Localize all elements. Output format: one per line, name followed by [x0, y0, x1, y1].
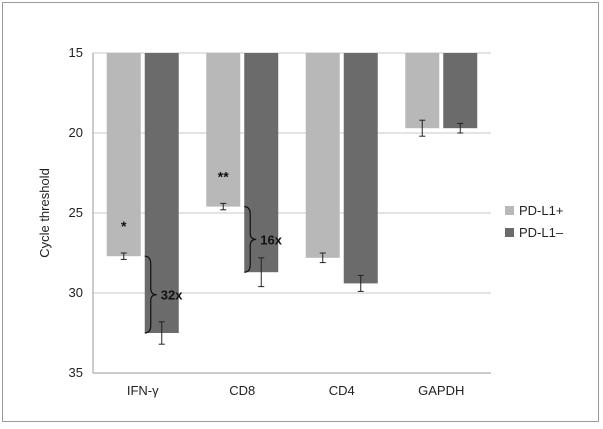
chart-frame: 15 20 25 30 35 Cycle threshold IFN-γ CD8 CD4 GA…	[2, 2, 599, 422]
x-axis: IFN-γ CD8 CD4 GAPDH	[93, 372, 491, 398]
bar-0-0	[106, 53, 141, 257]
brace	[244, 206, 257, 273]
legend: PD-L1+ PD-L1–	[505, 203, 564, 240]
y-tick-label: 15	[69, 45, 83, 60]
x-tick-label: CD8	[229, 383, 255, 398]
x-tick-label: GAPDH	[418, 383, 464, 398]
fold-change-label: 16x	[260, 232, 282, 247]
y-axis: 15 20 25 30 35	[69, 45, 94, 380]
y-tick-label: 30	[69, 285, 83, 300]
y-tick-label: 25	[69, 205, 83, 220]
y-tick-label: 20	[69, 125, 83, 140]
x-tick-label: IFN-γ	[127, 383, 159, 398]
brace	[144, 255, 157, 334]
significance-marker: *	[121, 218, 127, 234]
legend-label-0: PD-L1+	[519, 203, 563, 218]
annotations: * 32x ** 16x	[121, 168, 283, 334]
legend-label-1: PD-L1–	[519, 225, 564, 240]
y-axis-label: Cycle threshold	[37, 168, 52, 258]
bar-0-2	[305, 53, 340, 258]
bar-chart: 15 20 25 30 35 Cycle threshold IFN-γ CD8 CD4 GA…	[37, 45, 564, 398]
bar-0-3	[405, 53, 440, 129]
legend-swatch-1	[505, 228, 514, 237]
bar-1-3	[443, 53, 478, 129]
bars	[106, 53, 478, 345]
significance-marker: **	[218, 168, 229, 184]
legend-swatch-0	[505, 206, 514, 215]
fold-change-label: 32x	[161, 288, 183, 303]
bar-0-1	[206, 53, 241, 207]
y-tick-label: 35	[69, 365, 83, 380]
x-tick-label: CD4	[329, 383, 355, 398]
bar-1-2	[343, 53, 378, 284]
